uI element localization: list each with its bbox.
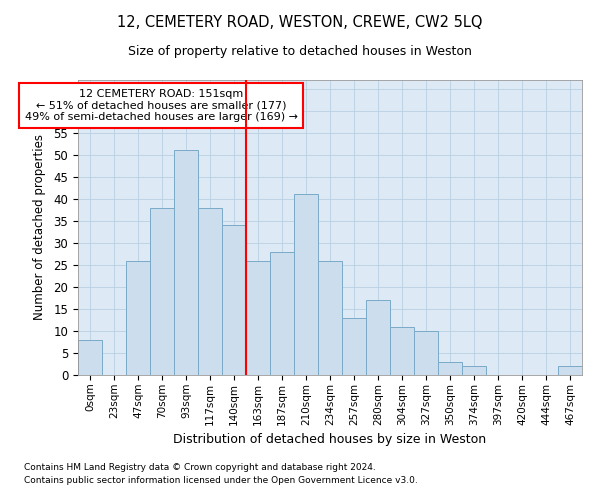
Text: Contains public sector information licensed under the Open Government Licence v3: Contains public sector information licen…: [24, 476, 418, 485]
Text: 12, CEMETERY ROAD, WESTON, CREWE, CW2 5LQ: 12, CEMETERY ROAD, WESTON, CREWE, CW2 5L…: [117, 15, 483, 30]
Bar: [78, 340, 102, 375]
Bar: [558, 366, 582, 375]
Bar: [390, 326, 414, 375]
X-axis label: Distribution of detached houses by size in Weston: Distribution of detached houses by size …: [173, 433, 487, 446]
Bar: [294, 194, 318, 375]
Bar: [246, 260, 270, 375]
Bar: [414, 331, 438, 375]
Bar: [174, 150, 198, 375]
Bar: [270, 252, 294, 375]
Text: Size of property relative to detached houses in Weston: Size of property relative to detached ho…: [128, 45, 472, 58]
Bar: [222, 226, 246, 375]
Bar: [150, 208, 174, 375]
Bar: [366, 300, 390, 375]
Text: Contains HM Land Registry data © Crown copyright and database right 2024.: Contains HM Land Registry data © Crown c…: [24, 464, 376, 472]
Bar: [318, 260, 342, 375]
Text: 12 CEMETERY ROAD: 151sqm
← 51% of detached houses are smaller (177)
49% of semi-: 12 CEMETERY ROAD: 151sqm ← 51% of detach…: [25, 89, 298, 122]
Bar: [126, 260, 150, 375]
Bar: [198, 208, 222, 375]
Bar: [462, 366, 486, 375]
Bar: [438, 362, 462, 375]
Bar: [342, 318, 366, 375]
Y-axis label: Number of detached properties: Number of detached properties: [34, 134, 46, 320]
